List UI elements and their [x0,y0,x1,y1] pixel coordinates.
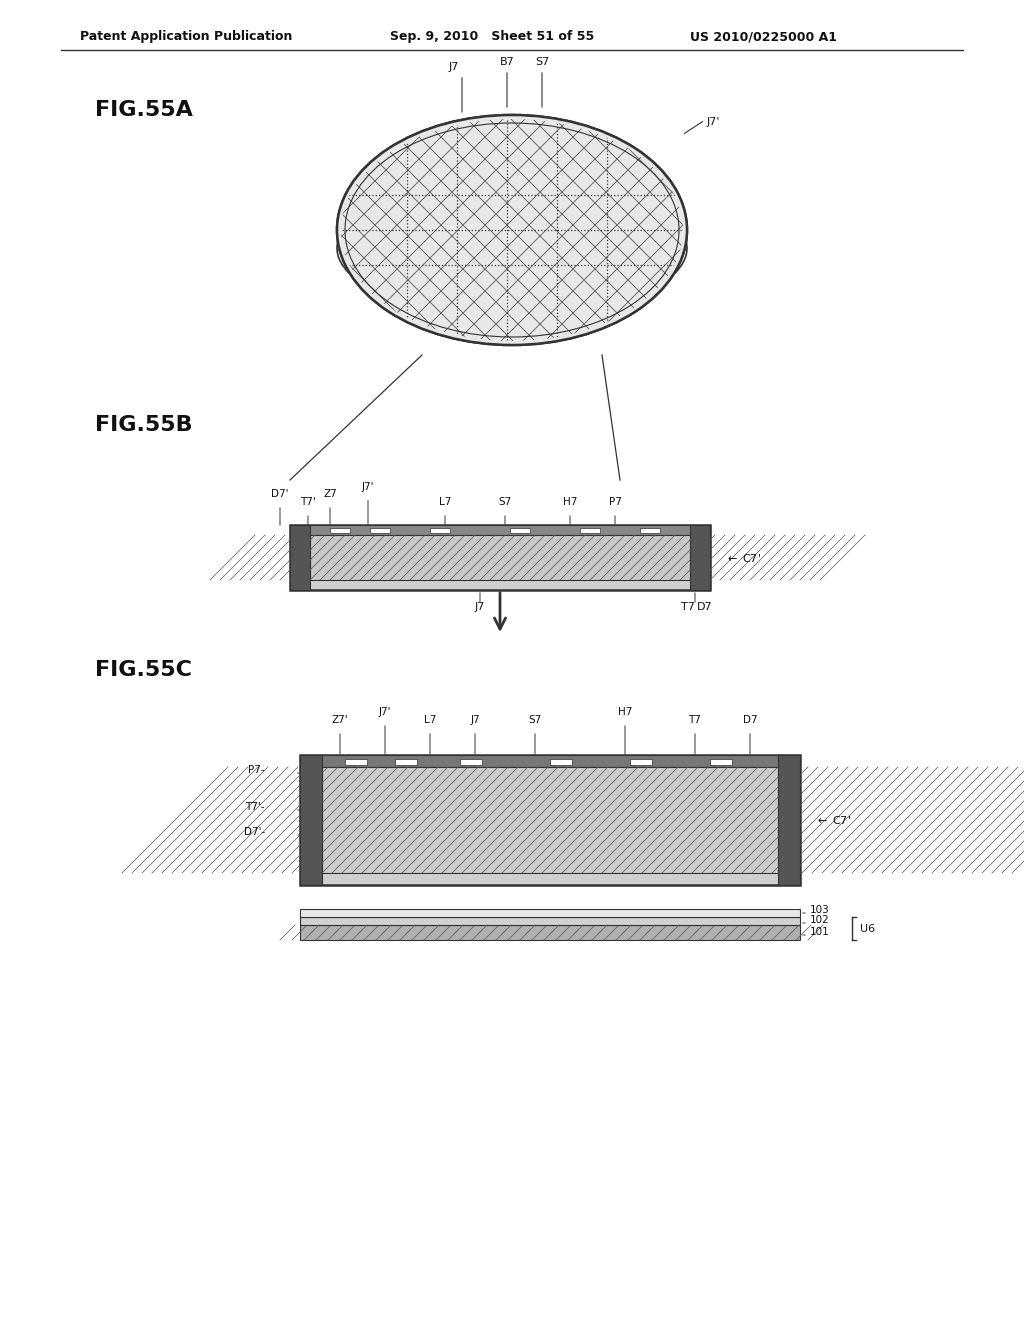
Text: T7': T7' [300,498,315,507]
Text: T7: T7 [681,602,695,612]
Bar [322,767,778,873]
Bar [778,755,800,884]
Text: FIG.55A: FIG.55A [95,100,193,120]
Bar [300,755,800,884]
FancyBboxPatch shape [290,525,710,590]
Bar [550,759,572,766]
Text: L7: L7 [439,498,452,507]
Text: J7': J7' [361,482,374,492]
Bar [310,535,690,579]
Text: J7: J7 [449,62,459,73]
Ellipse shape [337,115,687,345]
Text: J7': J7' [707,117,721,127]
Text: P7-: P7- [249,766,265,775]
Bar [330,528,350,533]
Text: J7: J7 [470,715,480,725]
Text: Patent Application Publication: Patent Application Publication [80,30,293,44]
Bar [322,767,778,873]
Bar [290,525,310,590]
Text: P7: P7 [608,498,622,507]
Text: D7'-: D7'- [244,828,265,837]
Text: Z7: Z7 [324,488,337,499]
Bar [290,525,710,535]
Bar [510,528,530,533]
Text: J7': J7' [379,708,391,717]
Text: B7: B7 [500,57,514,67]
Text: 101: 101 [810,927,829,937]
Bar [690,525,710,590]
Text: FIG.55B: FIG.55B [95,414,193,436]
Bar [300,755,800,767]
Text: U6: U6 [860,924,876,935]
Text: Z7': Z7' [332,715,348,725]
Bar [640,528,660,533]
Bar [310,535,690,579]
Text: 103: 103 [810,906,829,915]
Text: S7: S7 [535,57,549,67]
Text: D7: D7 [697,602,713,612]
Text: T7: T7 [688,715,701,725]
Text: 102: 102 [810,915,829,925]
Text: S7: S7 [528,715,542,725]
Text: $\leftarrow$ C7': $\leftarrow$ C7' [725,552,761,564]
Bar [300,755,322,884]
Text: $\leftarrow$ C7': $\leftarrow$ C7' [815,814,851,826]
Text: Sep. 9, 2010   Sheet 51 of 55: Sep. 9, 2010 Sheet 51 of 55 [390,30,594,44]
Bar [300,925,800,940]
Text: S7: S7 [499,498,512,507]
Text: D7: D7 [742,715,758,725]
Bar [300,909,800,917]
Bar [630,759,652,766]
Text: L7: L7 [424,715,436,725]
Text: US 2010/0225000 A1: US 2010/0225000 A1 [690,30,837,44]
Text: H7: H7 [563,498,578,507]
Bar [460,759,482,766]
Text: T7'-: T7'- [246,803,265,812]
Text: H7: H7 [617,708,632,717]
Bar [370,528,390,533]
Bar [580,528,600,533]
Bar [430,528,450,533]
Bar [345,759,367,766]
Bar [300,925,800,940]
Text: FIG.55C: FIG.55C [95,660,193,680]
Text: J7: J7 [475,602,485,612]
Bar [300,917,800,925]
Bar [395,759,417,766]
Bar [710,759,732,766]
Text: D7': D7' [271,488,289,499]
